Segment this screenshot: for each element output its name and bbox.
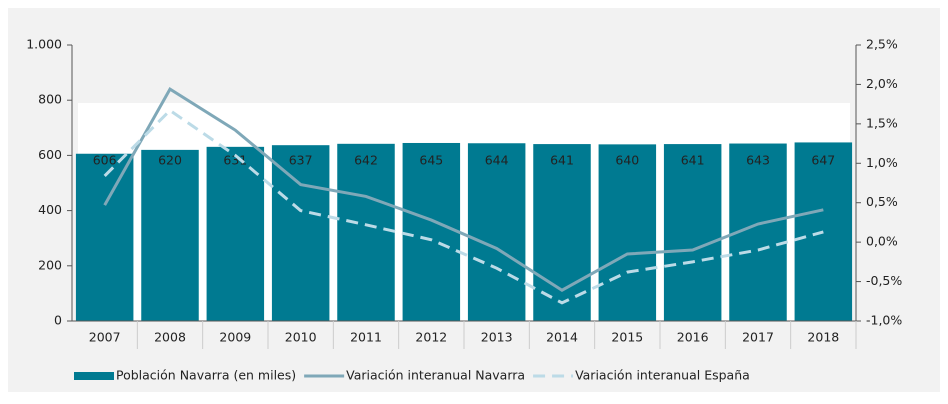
data-label: 647 — [811, 153, 835, 168]
line-series — [103, 108, 824, 305]
data-label: 631 — [223, 153, 247, 168]
line-series — [103, 87, 824, 292]
bar — [598, 144, 657, 321]
y2-tick-label: 2,0% — [866, 76, 898, 91]
x-tick-label: 2013 — [481, 330, 513, 345]
y2-tick-label: 1,0% — [866, 155, 898, 170]
bar — [402, 142, 461, 321]
x-tick-label: 2017 — [742, 330, 774, 345]
bar — [271, 145, 330, 321]
x-tick-label: 2016 — [677, 330, 709, 345]
y2-tick-label: 2,5% — [866, 37, 898, 52]
legend-label: Variación interanual España — [575, 368, 750, 383]
data-label: 640 — [615, 153, 639, 168]
bar — [794, 142, 853, 321]
y-tick-label: 200 — [38, 257, 62, 272]
y2-tick-label: -1,0% — [866, 313, 902, 328]
bar — [141, 149, 199, 321]
y-tick-label: 600 — [38, 147, 62, 162]
data-label: 643 — [746, 153, 770, 168]
x-tick-label: 2011 — [350, 330, 382, 345]
x-tick-label: 2015 — [611, 330, 643, 345]
legend-swatch — [74, 372, 114, 380]
data-label: 637 — [289, 153, 313, 168]
data-label: 644 — [485, 153, 509, 168]
data-label: 606 — [93, 153, 117, 168]
y-tick-label: 1.000 — [26, 37, 62, 52]
y-tick-label: 0 — [54, 313, 62, 328]
x-tick-label: 2007 — [89, 330, 121, 345]
bar — [337, 143, 395, 321]
legend-label: Variación interanual Navarra — [346, 368, 525, 383]
y2-tick-label: 0,5% — [866, 194, 898, 209]
data-label: 645 — [419, 153, 443, 168]
bar — [206, 146, 265, 321]
x-tick-label: 2010 — [285, 330, 317, 345]
data-label: 620 — [158, 153, 182, 168]
bar — [75, 153, 134, 321]
data-label: 641 — [681, 153, 705, 168]
x-tick-label: 2012 — [415, 330, 447, 345]
y2-tick-label: 1,5% — [866, 115, 898, 130]
x-tick-label: 2008 — [154, 330, 186, 345]
x-tick-label: 2009 — [219, 330, 251, 345]
y2-tick-label: 0,0% — [866, 234, 898, 249]
y-tick-label: 800 — [38, 92, 62, 107]
data-label: 641 — [550, 153, 574, 168]
y2-tick-label: -0,5% — [866, 273, 902, 288]
bar — [663, 144, 722, 321]
x-tick-label: 2018 — [807, 330, 839, 345]
y-tick-label: 400 — [38, 202, 62, 217]
x-tick-label: 2014 — [546, 330, 578, 345]
bar — [467, 143, 526, 321]
data-label: 642 — [354, 153, 378, 168]
legend-label: Población Navarra (en miles) — [116, 368, 296, 383]
